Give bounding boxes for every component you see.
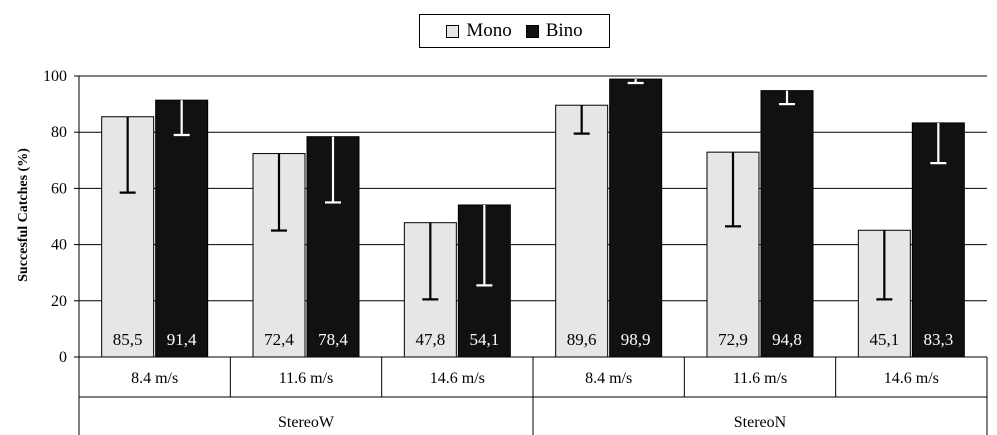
y-tick-label: 20 [51, 293, 67, 310]
data-label-mono: 47,8 [415, 330, 445, 349]
legend-label-mono: Mono [466, 20, 512, 41]
legend-label-bino: Bino [545, 20, 583, 41]
y-tick-label: 60 [51, 180, 67, 197]
bar-bino [155, 99, 209, 358]
y-tick-label: 100 [43, 68, 67, 85]
x-tick-label: 11.6 m/s [279, 370, 334, 387]
data-label-mono: 85,5 [113, 330, 143, 349]
data-label-bino: 91,4 [167, 330, 197, 349]
legend-item-bino: Bino [525, 20, 583, 42]
legend-swatch-bino [525, 24, 539, 38]
data-label-mono: 72,4 [264, 330, 294, 349]
y-tick-label: 80 [51, 124, 67, 141]
y-tick-label: 40 [51, 237, 67, 254]
bar-mono [555, 104, 609, 358]
data-label-bino: 94,8 [772, 330, 802, 349]
data-label-bino: 78,4 [318, 330, 348, 349]
data-label-bino: 83,3 [923, 330, 953, 349]
x-tick-label: 8.4 m/s [131, 370, 178, 387]
y-axis-label: Succesful Catches (%) [16, 148, 31, 282]
data-label-mono: 89,6 [567, 330, 597, 349]
x-tick-label: 8.4 m/s [585, 370, 632, 387]
x-tick-label: 11.6 m/s [733, 370, 788, 387]
x-tick-label: 14.6 m/s [884, 370, 939, 387]
bar-bino [760, 90, 814, 358]
group-label: StereoN [734, 414, 787, 431]
data-label-bino: 98,9 [621, 330, 651, 349]
data-label-mono: 72,9 [718, 330, 748, 349]
legend-item-mono: Mono [446, 20, 512, 42]
data-label-mono: 45,1 [869, 330, 899, 349]
legend-swatch-mono [446, 24, 460, 38]
data-label-bino: 54,1 [469, 330, 499, 349]
legend: Mono Bino [419, 14, 610, 48]
y-tick-label: 0 [59, 349, 67, 366]
bar-bino [609, 78, 663, 358]
group-label: StereoW [278, 414, 335, 431]
x-tick-label: 14.6 m/s [430, 370, 485, 387]
